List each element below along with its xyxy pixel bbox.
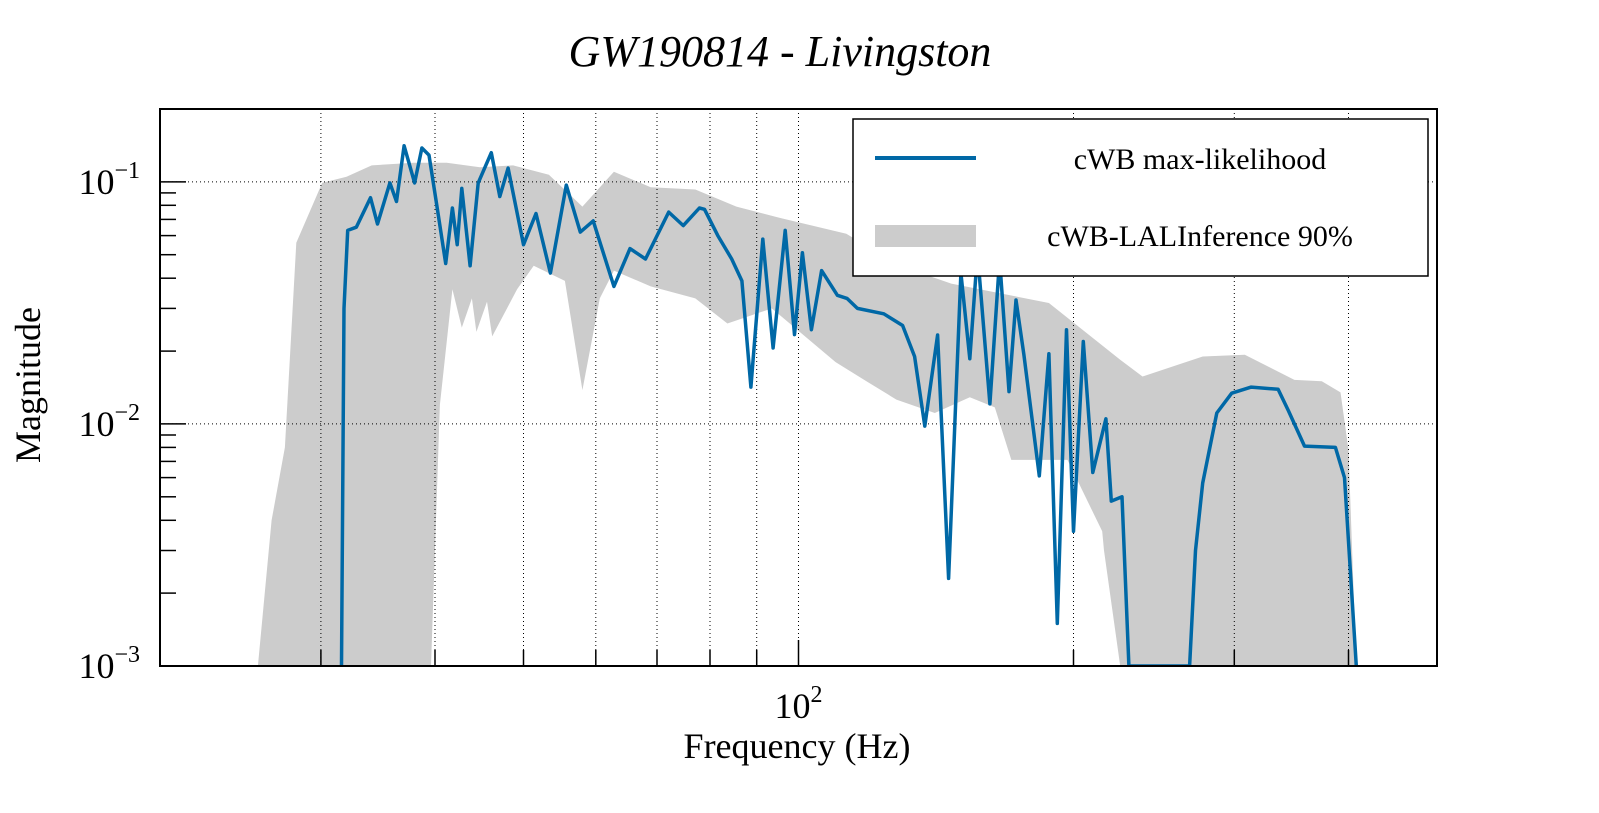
line-max-likelihood: [339, 143, 1359, 666]
tick-layer: [159, 108, 1438, 667]
x-tick-labels: 102: [775, 682, 823, 726]
y-tick-label: 10−3: [78, 642, 140, 686]
legend-label-90-percent: cWB-LALInference 90%: [1047, 220, 1353, 253]
x-axis-label: Frequency (Hz): [684, 726, 911, 766]
y-tick-labels: 10−1 10−2 10−3: [78, 158, 140, 686]
band-layer: [257, 162, 1357, 666]
legend-label-max-likelihood: cWB max-likelihood: [1074, 143, 1326, 176]
band-90-percent: [257, 162, 1357, 666]
plot-area: [159, 108, 1438, 667]
legend: cWB max-likelihood cWB-LALInference 90%: [852, 118, 1429, 277]
y-tick-label: 10−2: [78, 400, 140, 444]
x-tick-label: 102: [775, 682, 823, 726]
legend-box: [852, 118, 1429, 277]
legend-band-swatch: [875, 225, 976, 247]
plot-frame: [159, 108, 1438, 667]
y-tick-label: 10−1: [78, 158, 140, 202]
y-axis-label: Magnitude: [8, 307, 48, 463]
chart-title: GW190814 - Livingston: [569, 27, 992, 76]
line-layer: [339, 143, 1359, 666]
